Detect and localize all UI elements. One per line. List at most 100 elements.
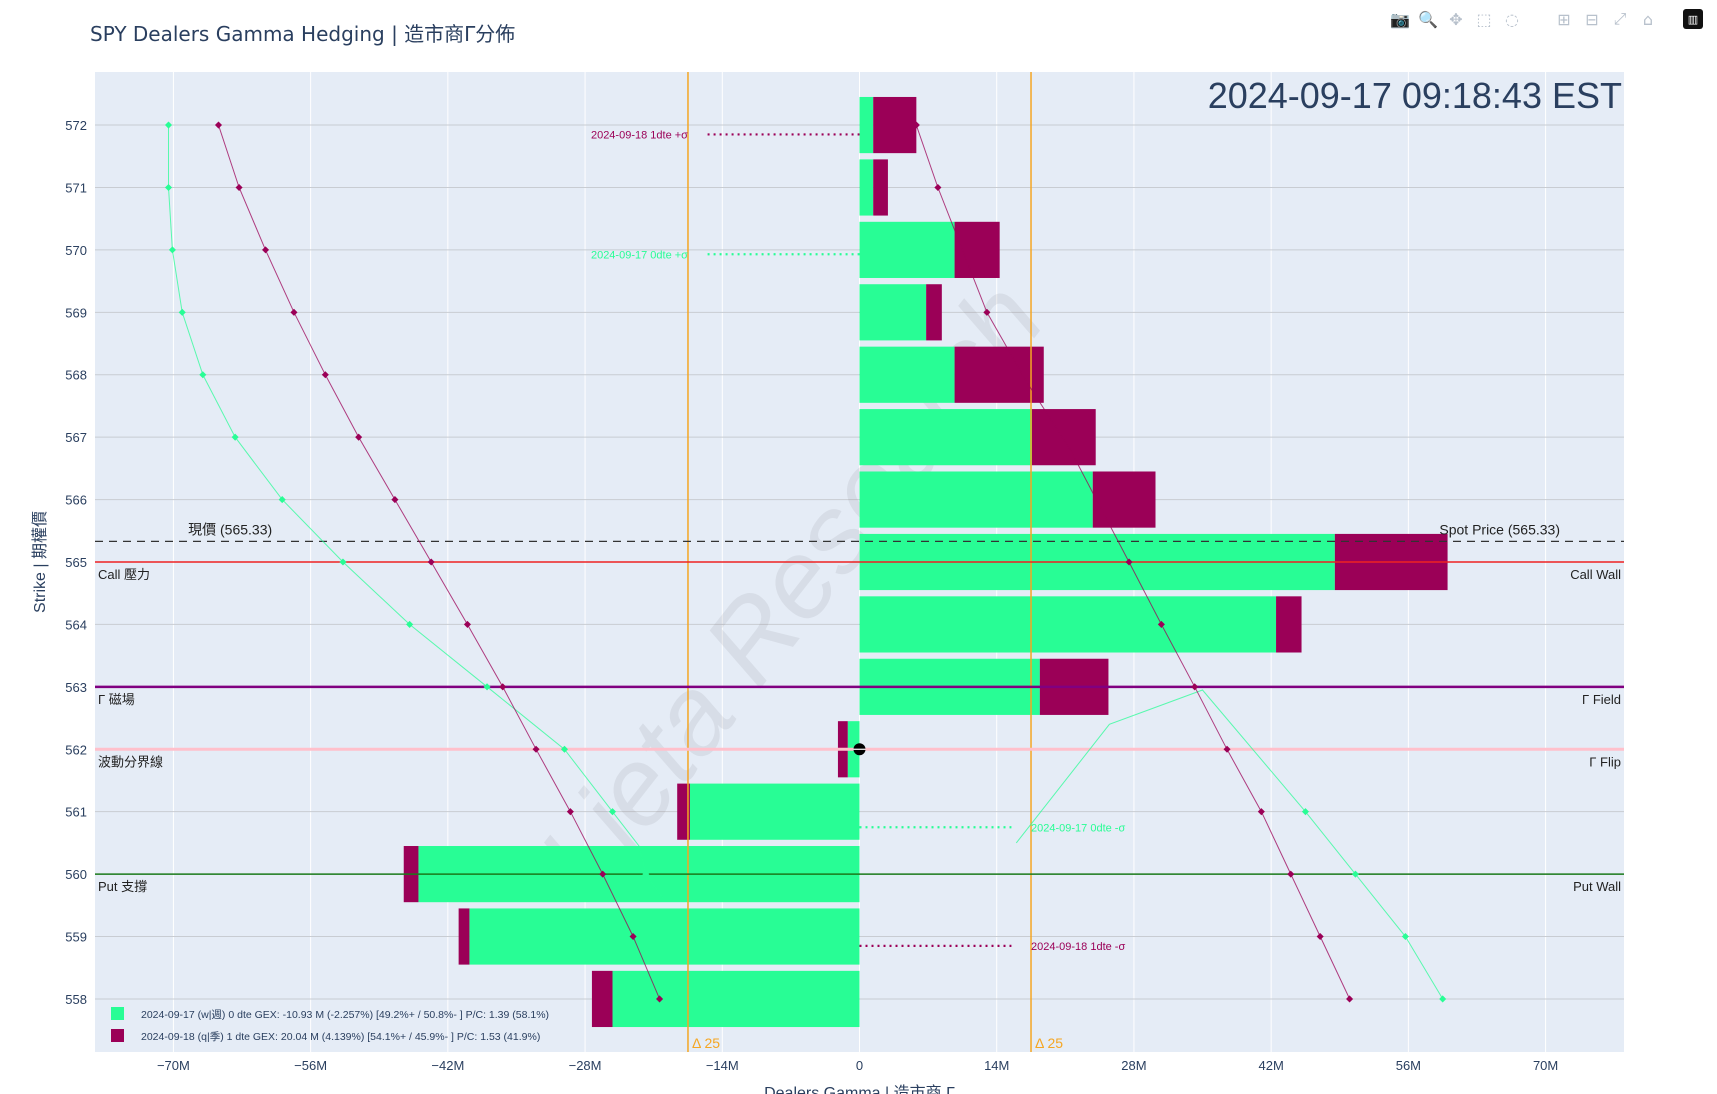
y-axis-title: Strike | 期權價: [31, 511, 49, 613]
chart-title: SPY Dealers Gamma Hedging | 造市商Γ分佈: [90, 22, 516, 46]
x-tick-label: 14M: [984, 1058, 1009, 1073]
y-tick-label: 560: [65, 867, 87, 882]
bar-0dte-571: [859, 159, 874, 216]
x-tick-label: 0: [856, 1058, 863, 1073]
bar-1dte-568: [954, 346, 1044, 403]
curve-0dte-marker: [560, 745, 569, 753]
bar-1dte-570: [954, 221, 1000, 278]
camera-icon[interactable]: 📷: [1390, 9, 1410, 29]
y-tick-label: 563: [65, 680, 87, 695]
curve-0dte-marker: [199, 371, 207, 379]
zoom-in-icon[interactable]: ⊞: [1557, 9, 1571, 29]
curve-1dte-marker: [214, 121, 223, 129]
curve-1dte-marker: [355, 433, 363, 441]
sigma-label: 2024-09-18 1dte -σ: [1031, 941, 1125, 953]
curve-0dte-marker: [483, 683, 491, 691]
delta-25-label: Δ 25: [692, 1035, 720, 1051]
put-wall-label-left: Put 支撐: [98, 879, 147, 894]
bar-0dte-572: [859, 96, 874, 154]
y-tick-label: 566: [65, 493, 87, 508]
x-tick-label: 28M: [1121, 1058, 1146, 1073]
bar-1dte-566: [1092, 471, 1156, 528]
call-wall-label-left: Call 壓力: [98, 567, 150, 582]
curve-0dte-marker: [406, 620, 414, 628]
legend-entry: 2024-09-17 (w|週) 0 dte GEX: -10.93 M (-2…: [141, 1009, 549, 1021]
y-tick-label: 558: [65, 992, 87, 1007]
y-tick-label: 559: [65, 930, 87, 945]
x-tick-label: −42M: [431, 1058, 464, 1073]
curve-0dte-marker: [339, 558, 347, 566]
y-tick-label: 564: [65, 617, 87, 632]
curve-1dte-marker: [656, 995, 664, 1003]
x-tick-label: −28M: [569, 1058, 602, 1073]
call-wall-label-right: Call Wall: [1570, 567, 1621, 582]
bar-0dte-567: [859, 409, 1033, 466]
y-tick-label: 571: [65, 180, 87, 195]
bar-0dte-568: [859, 346, 955, 403]
x-axis-title: Dealers Gamma | 造市商 Γ: [764, 1084, 955, 1094]
curve-1dte-marker: [290, 308, 298, 316]
box-select-icon[interactable]: ⬚: [1476, 9, 1492, 29]
legend-swatch: [111, 1007, 124, 1020]
curve-1dte-marker: [983, 308, 991, 316]
plotly-logo-icon[interactable]: ▥: [1683, 9, 1703, 29]
curve-0dte-marker: [608, 808, 617, 816]
bar-0dte-570: [859, 221, 955, 278]
bar-1dte-559: [458, 908, 470, 965]
gamma-flip-label-right: Γ Flip: [1589, 754, 1621, 769]
x-tick-label: 42M: [1259, 1058, 1284, 1073]
bar-1dte-572: [873, 96, 917, 154]
reset-axes-icon[interactable]: ⌂: [1642, 9, 1654, 29]
sigma-label: 2024-09-17 0dte -σ: [1031, 822, 1125, 834]
curve-1dte-marker: [427, 558, 435, 566]
zoom-icon[interactable]: 🔍: [1418, 9, 1438, 29]
lasso-select-icon[interactable]: ◌: [1505, 9, 1519, 29]
curve-1dte-marker: [912, 121, 920, 129]
curve-0dte-marker: [178, 308, 186, 316]
y-tick-label: 561: [65, 805, 87, 820]
curve-1dte-marker: [321, 371, 329, 379]
y-tick-label: 562: [65, 742, 87, 757]
spot-price-label-right: Spot Price (565.33): [1439, 521, 1560, 537]
zoom-out-icon[interactable]: ⊟: [1585, 9, 1599, 29]
curve-0dte-marker: [231, 433, 239, 441]
bar-1dte-571: [873, 159, 888, 216]
curve-1dte-marker: [566, 808, 574, 816]
bar-0dte-569: [859, 284, 927, 341]
sigma-label: 2024-09-18 1dte +σ: [591, 129, 688, 141]
curve-0dte-marker: [164, 183, 173, 192]
bar-1dte-569: [926, 284, 942, 341]
x-tick-label: −70M: [157, 1058, 190, 1073]
gamma-flip-label-left: 波動分界線: [98, 754, 163, 769]
x-tick-label: −56M: [294, 1058, 327, 1073]
bar-1dte-567: [1032, 409, 1096, 466]
x-tick-label: 70M: [1533, 1058, 1558, 1073]
gamma-field-label-right: Γ Field: [1582, 692, 1621, 707]
curve-1dte-marker: [934, 183, 942, 192]
bar-0dte-558: [612, 970, 860, 1028]
curve-0dte-marker: [164, 121, 173, 129]
x-tick-label: −14M: [706, 1058, 739, 1073]
legend-entry: 2024-09-18 (q|季) 1 dte GEX: 20.04 M (4.1…: [141, 1031, 540, 1043]
curve-0dte-marker: [278, 496, 286, 504]
curve-1dte-marker: [391, 496, 399, 504]
curve-1dte-marker: [499, 683, 507, 691]
curve-1dte-marker: [629, 932, 637, 941]
autoscale-icon[interactable]: ⤢: [1613, 9, 1627, 28]
gamma-field-label-left: Γ 磁場: [98, 692, 135, 707]
pan-icon[interactable]: ✥: [1449, 9, 1463, 29]
curve-1dte-marker: [463, 620, 471, 628]
spot-price-label-left: 現價 (565.33): [188, 521, 272, 537]
bar-0dte-566: [859, 471, 1093, 528]
y-tick-label: 572: [65, 118, 87, 133]
bar-0dte-564: [859, 596, 1277, 653]
y-tick-label: 570: [65, 243, 87, 258]
curve-1dte-marker: [235, 183, 243, 192]
y-tick-label: 568: [65, 368, 87, 383]
curve-1dte-marker: [262, 246, 270, 254]
x-tick-label: 56M: [1396, 1058, 1421, 1073]
y-tick-label: 565: [65, 555, 87, 570]
legend-swatch: [111, 1029, 124, 1042]
timestamp-label: 2024-09-17 09:18:43 EST: [1208, 75, 1622, 116]
